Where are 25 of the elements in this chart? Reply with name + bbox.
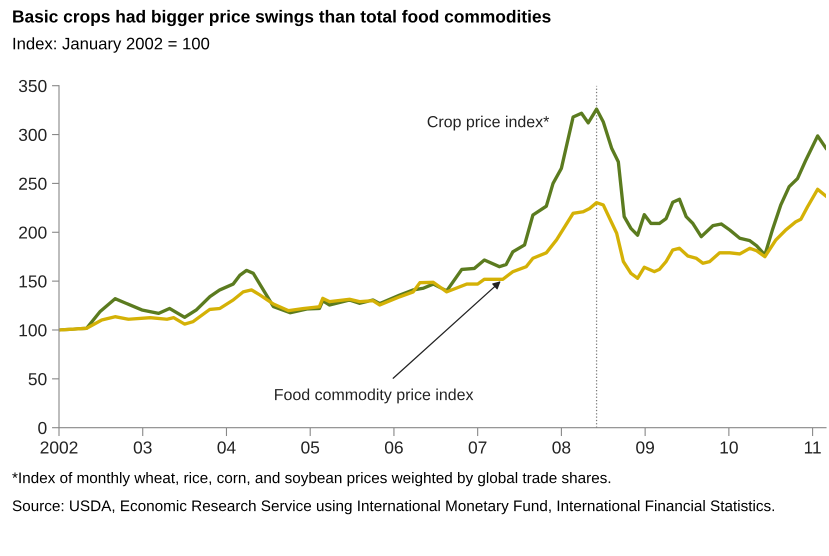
x-tick-label: 07	[468, 441, 486, 454]
x-tick-label: 04	[217, 441, 236, 454]
annotation: Food commodity price index	[275, 388, 474, 404]
y-tick-label: 100	[20, 324, 47, 336]
y-tick-label: 50	[28, 373, 47, 386]
x-tick-label: 03	[134, 441, 152, 454]
x-tick-label: 05	[301, 441, 320, 454]
x-tick-label: 11	[804, 442, 821, 454]
series-label: Crop price index*	[428, 116, 550, 130]
line-series	[59, 188, 826, 332]
text: *Index of monthly wheat, rice, corn, and soybean prices weighted by global trade shares.	[12, 472, 610, 486]
chart-subtitle: Index: January 2002 = 100	[14, 37, 210, 53]
y-tick-label: 250	[19, 178, 47, 190]
y-tick-label: 350	[18, 80, 47, 92]
x-tick-label: 06	[384, 441, 403, 454]
y-tick-label: 200	[19, 226, 47, 239]
x-tick-label: 09	[636, 441, 654, 454]
y-tick-label: 300	[18, 128, 47, 142]
x-tick-label: 10	[720, 441, 738, 454]
y-tick-label: 0	[38, 422, 47, 434]
x-tick-label: 2002	[40, 441, 78, 454]
source-note: Source: USDA, Economic Research Service using International Monetary Fund, International Financial Statistics.	[12, 500, 774, 514]
chart-title: Basic crops had bigger price swings than total food commodities	[13, 10, 551, 26]
x-tick-label: 08	[552, 441, 570, 454]
y-tick-label: 150	[20, 275, 47, 288]
